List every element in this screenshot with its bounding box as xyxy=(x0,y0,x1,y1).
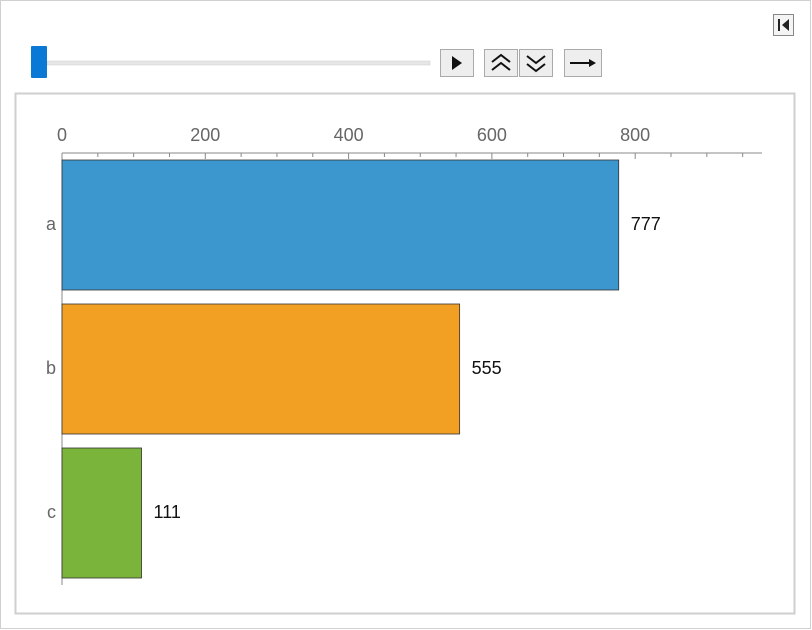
play-button[interactable] xyxy=(440,49,474,77)
bar xyxy=(61,303,461,435)
x-tick-label: 400 xyxy=(334,125,364,145)
x-tick-label: 600 xyxy=(477,125,507,145)
slider[interactable] xyxy=(31,46,431,78)
x-tick-label: 0 xyxy=(57,125,67,145)
x-tick-label: 800 xyxy=(620,125,650,145)
x-tick-label: 200 xyxy=(190,125,220,145)
value-label: 555 xyxy=(472,358,502,378)
slider-track xyxy=(46,60,431,66)
bar xyxy=(61,159,620,291)
direction-button[interactable] xyxy=(564,49,602,77)
y-tick-label: c xyxy=(47,502,56,522)
slower-button[interactable] xyxy=(519,49,553,77)
y-tick-label: b xyxy=(46,358,56,378)
value-label: 777 xyxy=(631,214,661,234)
y-tick-label: a xyxy=(46,214,57,234)
bar xyxy=(61,447,142,579)
faster-button[interactable] xyxy=(484,49,518,77)
slider-thumb[interactable] xyxy=(31,46,47,78)
chart: 0 200 400 600 800 a 777 b 555 c 111 xyxy=(46,125,762,585)
value-label: 111 xyxy=(154,502,181,522)
panel-toggle-button[interactable] xyxy=(773,14,794,36)
